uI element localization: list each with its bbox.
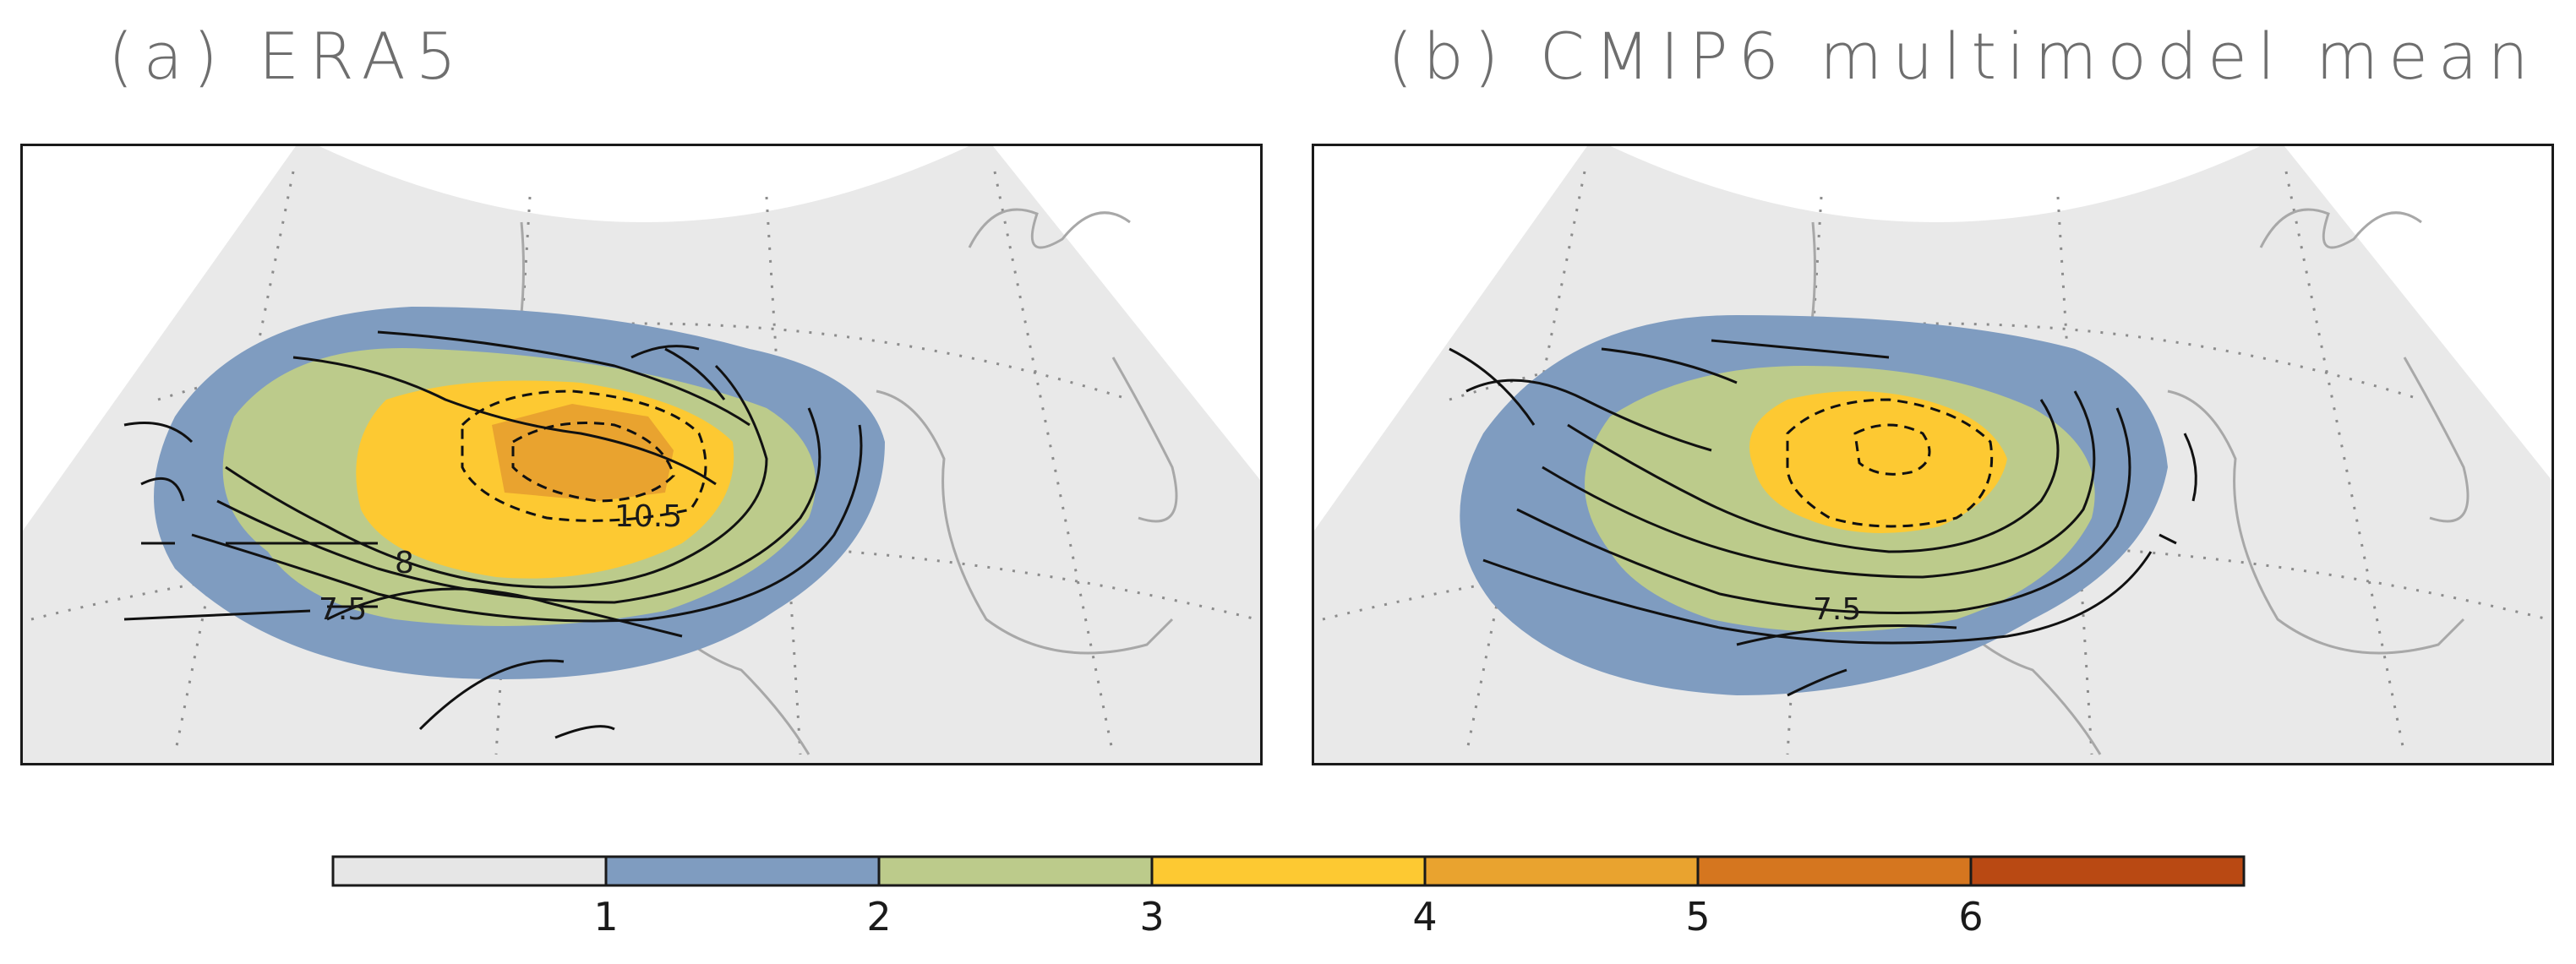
colorbar-segment-5 bbox=[1423, 855, 1700, 887]
colorbar-segment-2 bbox=[604, 855, 881, 887]
colorbar-segment-3 bbox=[877, 855, 1154, 887]
colorbar-tick-5: 5 bbox=[1685, 894, 1711, 939]
colorbar-segment-6 bbox=[1696, 855, 1973, 887]
contour-label-b-1: 7.5 bbox=[1813, 592, 1861, 627]
map-a-svg: 10.5 8 7.5 bbox=[23, 146, 1260, 763]
map-b-contours bbox=[1449, 339, 2197, 697]
map-a-fill bbox=[154, 307, 885, 679]
colorbar-segment-1 bbox=[331, 855, 608, 887]
colorbar-segment-4 bbox=[1150, 855, 1427, 887]
contour-label-a-2: 8 bbox=[395, 546, 414, 580]
panel-b-title: (b) CMIP6 multimodel mean bbox=[1388, 19, 2539, 94]
panel-a-title: (a) ERA5 bbox=[108, 19, 467, 94]
contour-label-a-1: 10.5 bbox=[614, 499, 682, 534]
contour-label-a-3: 7.5 bbox=[319, 592, 367, 627]
map-a-contours bbox=[123, 330, 863, 739]
colorbar-segment-7 bbox=[1969, 855, 2246, 887]
colorbar bbox=[331, 855, 2246, 887]
colorbar-tick-1: 1 bbox=[593, 894, 619, 939]
colorbar-tick-4: 4 bbox=[1412, 894, 1438, 939]
colorbar-tick-2: 2 bbox=[866, 894, 892, 939]
map-panel-b: 7.5 bbox=[1312, 144, 2554, 765]
colorbar-tick-3: 3 bbox=[1139, 894, 1165, 939]
map-b-dashed-contours bbox=[1786, 398, 1994, 528]
map-b-fill bbox=[1460, 315, 2168, 695]
map-a-dashed-contours bbox=[461, 389, 707, 522]
colorbar-tick-6: 6 bbox=[1958, 894, 1984, 939]
map-b-svg: 7.5 bbox=[1314, 146, 2551, 763]
map-panel-a: 10.5 8 7.5 bbox=[20, 144, 1263, 765]
